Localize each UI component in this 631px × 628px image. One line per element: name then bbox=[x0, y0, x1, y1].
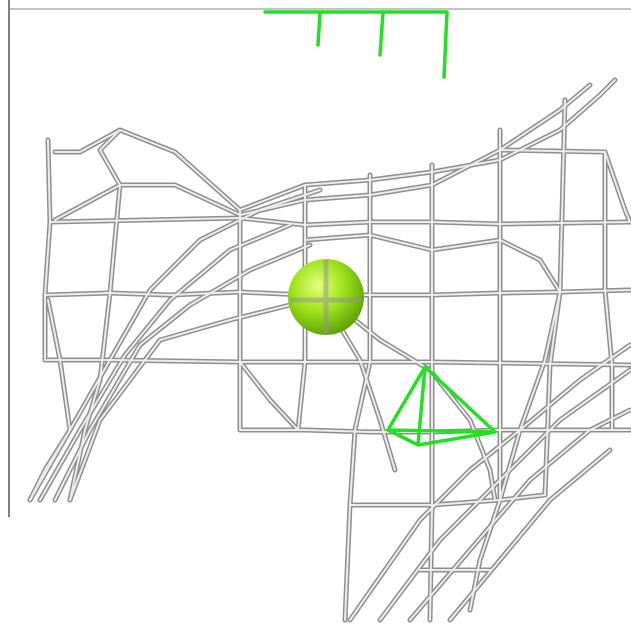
green-bonds bbox=[263, 10, 449, 79]
mesh-shadow bbox=[30, 80, 630, 620]
green-tetrahedron bbox=[386, 365, 497, 447]
mesh-overlay bbox=[289, 259, 363, 336]
mesh bbox=[29, 79, 631, 621]
